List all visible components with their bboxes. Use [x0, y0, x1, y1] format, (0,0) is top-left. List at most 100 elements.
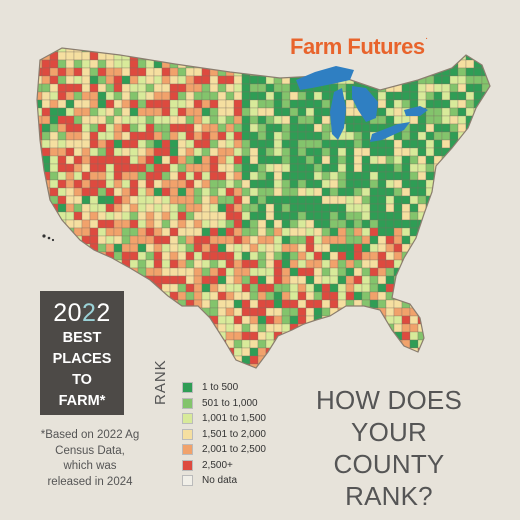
- county-cell: [345, 187, 355, 197]
- county-cell: [161, 315, 171, 325]
- county-cell: [329, 219, 339, 229]
- county-cell: [385, 51, 395, 61]
- county-cell: [481, 179, 490, 189]
- county-cell: [265, 307, 275, 317]
- county-cell: [225, 235, 235, 245]
- county-cell: [329, 163, 339, 173]
- county-cell: [145, 251, 155, 261]
- county-cell: [473, 355, 483, 365]
- county-cell: [281, 48, 291, 53]
- county-cell: [281, 131, 291, 141]
- county-cell: [57, 171, 67, 181]
- county-cell: [481, 187, 490, 197]
- county-cell: [433, 291, 443, 301]
- county-cell: [289, 123, 299, 133]
- county-cell: [353, 211, 363, 221]
- county-cell: [265, 203, 275, 213]
- county-cell: [393, 99, 403, 109]
- county-cell: [129, 347, 139, 357]
- county-cell: [153, 179, 163, 189]
- county-cell: [233, 59, 243, 69]
- county-cell: [209, 59, 219, 69]
- county-cell: [129, 171, 139, 181]
- county-cell: [457, 227, 467, 237]
- county-cell: [81, 155, 91, 165]
- county-cell: [329, 235, 339, 245]
- county-cell: [153, 99, 163, 109]
- county-cell: [329, 339, 339, 349]
- county-cell: [409, 355, 419, 365]
- county-cell: [145, 259, 155, 269]
- county-cell: [489, 211, 490, 221]
- county-cell: [137, 219, 147, 229]
- county-cell: [377, 107, 387, 117]
- county-cell: [281, 163, 291, 173]
- county-cell: [289, 315, 299, 325]
- county-cell: [225, 163, 235, 173]
- county-cell: [217, 67, 227, 77]
- county-cell: [465, 355, 475, 365]
- county-cell: [481, 315, 490, 325]
- county-cell: [177, 83, 187, 93]
- county-cell: [369, 187, 379, 197]
- county-cell: [321, 355, 331, 365]
- county-cell: [97, 179, 107, 189]
- county-cell: [225, 203, 235, 213]
- county-cell: [385, 235, 395, 245]
- county-cell: [345, 59, 355, 69]
- county-cell: [441, 235, 451, 245]
- county-cell: [425, 275, 435, 285]
- county-cell: [129, 75, 139, 85]
- county-cell: [73, 219, 83, 229]
- county-cell: [129, 83, 139, 93]
- county-cell: [217, 131, 227, 141]
- county-cell: [433, 307, 443, 317]
- county-cell: [129, 123, 139, 133]
- county-cell: [217, 251, 227, 261]
- county-cell: [161, 259, 171, 269]
- county-cell: [105, 243, 115, 253]
- brand-logo: Farm Futures.: [290, 34, 428, 60]
- county-cell: [177, 307, 187, 317]
- county-cell: [217, 267, 227, 277]
- county-cell: [249, 139, 259, 149]
- county-cell: [377, 323, 387, 333]
- county-cell: [37, 123, 43, 133]
- county-cell: [321, 203, 331, 213]
- county-cell: [129, 219, 139, 229]
- county-cell: [169, 307, 179, 317]
- county-cell: [489, 235, 490, 245]
- county-cell: [489, 291, 490, 301]
- county-cell: [417, 243, 427, 253]
- county-cell: [273, 291, 283, 301]
- county-cell: [385, 331, 395, 341]
- county-cell: [121, 107, 131, 117]
- county-cell: [257, 307, 267, 317]
- county-cell: [289, 355, 299, 365]
- county-cell: [249, 299, 259, 309]
- county-cell: [121, 115, 131, 125]
- county-cell: [457, 203, 467, 213]
- county-cell: [273, 251, 283, 261]
- county-cell: [345, 267, 355, 277]
- county-cell: [201, 259, 211, 269]
- county-cell: [81, 139, 91, 149]
- county-cell: [449, 75, 459, 85]
- county-cell: [241, 115, 251, 125]
- county-cell: [145, 131, 155, 141]
- county-cell: [37, 275, 43, 285]
- question-line: HOW DOES: [315, 385, 463, 415]
- county-cell: [305, 291, 315, 301]
- county-cell: [297, 355, 307, 365]
- county-cell: [393, 235, 403, 245]
- county-cell: [345, 139, 355, 149]
- county-cell: [193, 155, 203, 165]
- county-cell: [145, 155, 155, 165]
- county-cell: [489, 51, 490, 61]
- county-cell: [401, 131, 411, 141]
- county-cell: [273, 187, 283, 197]
- county-cell: [73, 211, 83, 221]
- county-cell: [425, 363, 435, 368]
- county-cell: [425, 163, 435, 173]
- county-cell: [457, 107, 467, 117]
